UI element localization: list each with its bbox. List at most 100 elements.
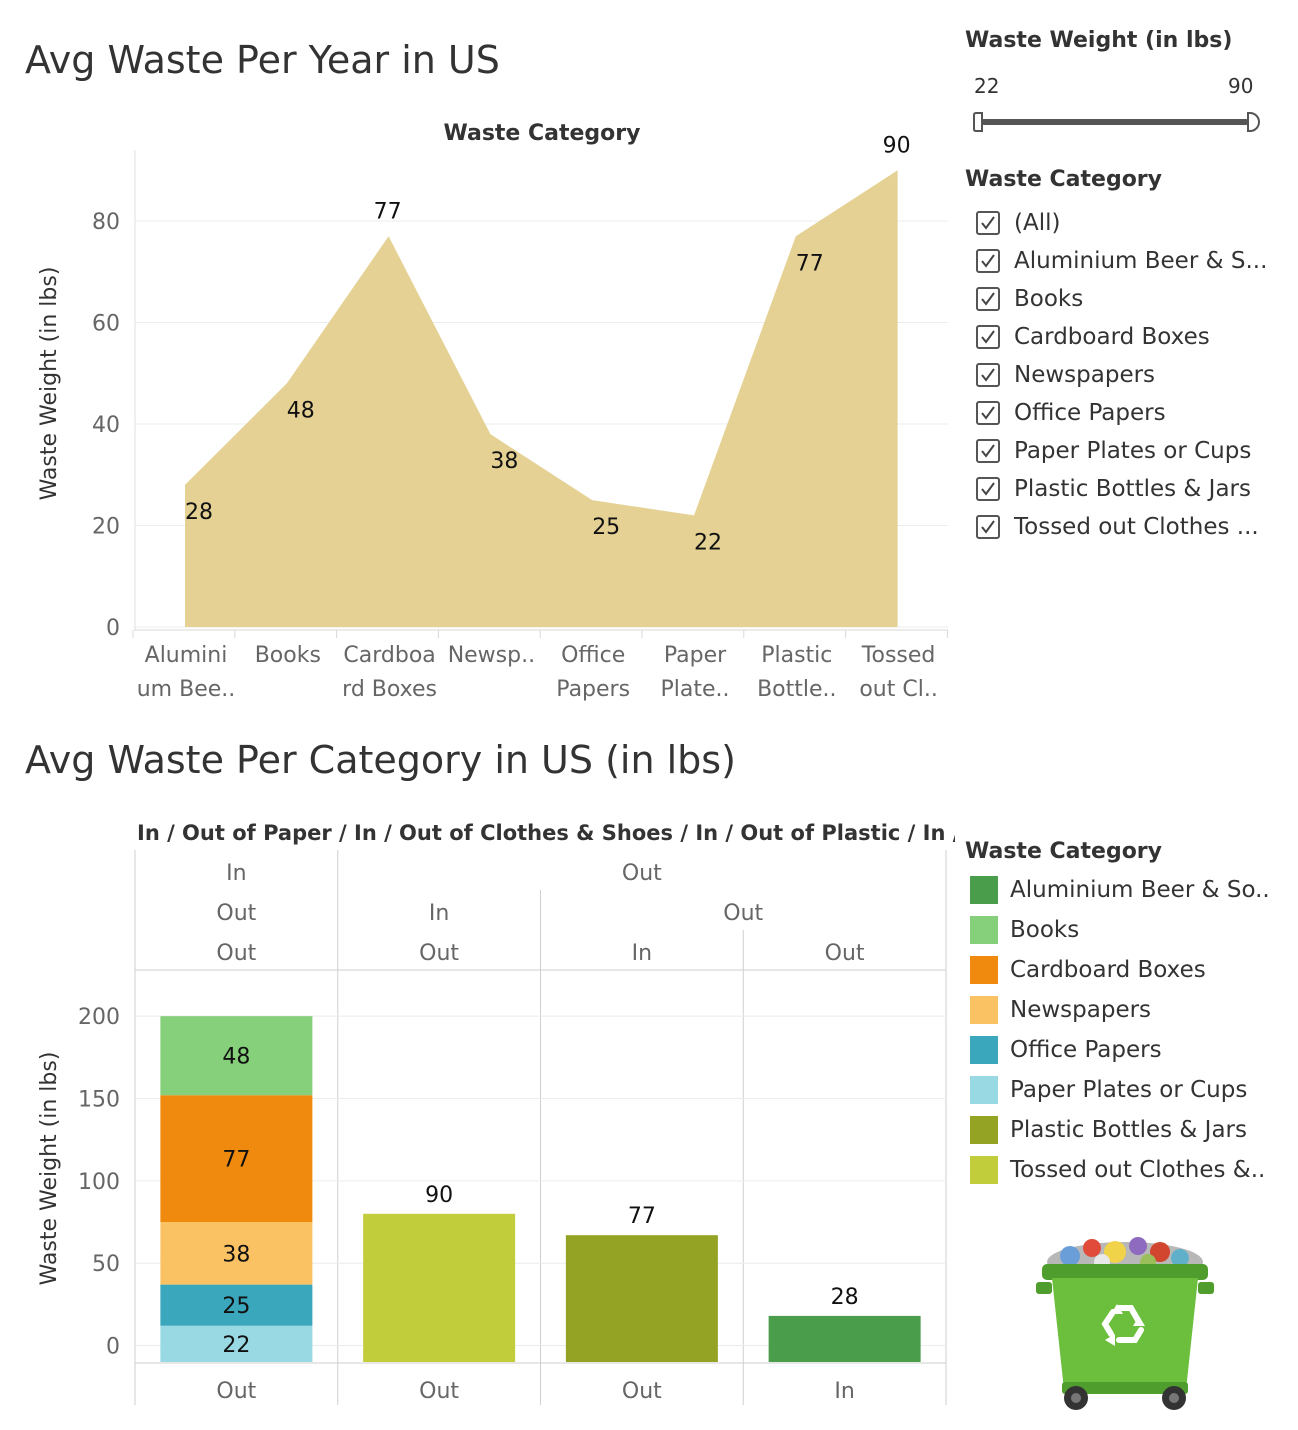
column-header-cell: In (226, 861, 246, 886)
column-header-cell: Out (622, 861, 662, 886)
data-label: 25 (222, 1294, 250, 1319)
chart-title: Waste Category (443, 121, 640, 146)
x-tick-label: Plate.. (660, 677, 729, 702)
checkbox[interactable] (976, 325, 1000, 349)
data-label: 38 (222, 1242, 250, 1267)
legend-item-office-papers[interactable]: Office Papers (970, 1033, 1162, 1067)
legend-label: Tossed out Clothes &.. (1010, 1157, 1266, 1183)
legend-label: Paper Plates or Cups (1010, 1077, 1248, 1103)
bar-segment-cardboard-boxes[interactable] (160, 1095, 313, 1223)
filter-item-plastic-bottles-jars[interactable]: Plastic Bottles & Jars (976, 473, 1251, 505)
checkbox[interactable] (976, 287, 1000, 311)
filter-item-label: Plastic Bottles & Jars (1014, 476, 1251, 502)
x-tick-label: rd Boxes (342, 677, 437, 702)
data-label: 22 (694, 530, 722, 555)
filter-item-tossed-out-clothes[interactable]: Tossed out Clothes ... (976, 511, 1259, 543)
legend-label: Cardboard Boxes (1010, 957, 1206, 983)
data-label: 22 (222, 1333, 250, 1358)
x-tick-label: Plastic (761, 643, 832, 668)
data-label: 48 (287, 398, 315, 423)
bar-segment-newspapers[interactable] (160, 1222, 313, 1285)
legend-label: Plastic Bottles & Jars (1010, 1117, 1247, 1143)
checkbox[interactable] (976, 477, 1000, 501)
stacked-bar-chart: In / Out of Paper / In / Out of Clothes … (37, 821, 955, 1405)
filter-item-books[interactable]: Books (976, 283, 1083, 315)
data-label: 77 (628, 1204, 656, 1229)
weight-range-slider[interactable] (972, 110, 1260, 136)
slider-title: Waste Weight (in lbs) (965, 28, 1233, 53)
y-axis-label: Waste Weight (in lbs) (37, 267, 62, 501)
data-label: 48 (222, 1045, 250, 1070)
check-icon (981, 520, 995, 534)
slider-max-label: 90 (1228, 74, 1254, 98)
y-tick-label: 20 (92, 515, 120, 540)
y-axis-label: Waste Weight (in lbs) (37, 1052, 62, 1286)
y-tick-label: 100 (78, 1170, 120, 1195)
legend-item-plastic-bottles-jars[interactable]: Plastic Bottles & Jars (970, 1113, 1247, 1147)
legend-swatch (970, 916, 998, 944)
dashboard-title-top: Avg Waste Per Year in US (25, 38, 500, 82)
legend-item-paper-plates-or-cups[interactable]: Paper Plates or Cups (970, 1073, 1247, 1107)
filter-item-aluminium-beer-s[interactable]: Aluminium Beer & S... (976, 245, 1267, 277)
filter-item-office-papers[interactable]: Office Papers (976, 397, 1166, 429)
legend-swatch (970, 1076, 998, 1104)
filter-item-label: (All) (1014, 210, 1061, 236)
bar-segment-office-papers[interactable] (160, 1284, 313, 1326)
check-icon (981, 254, 995, 268)
y-tick-label: 0 (106, 616, 120, 641)
legend-swatch (970, 1036, 998, 1064)
check-icon (981, 482, 995, 496)
legend-swatch (970, 996, 998, 1024)
data-label: 25 (592, 515, 620, 540)
bar-segment-tossed-out-clothes[interactable] (363, 1213, 516, 1362)
x-tick-label: Out (419, 1379, 459, 1404)
legend-item-tossed-out-clothes[interactable]: Tossed out Clothes &.. (970, 1153, 1265, 1187)
filter-item-cardboard-boxes[interactable]: Cardboard Boxes (976, 321, 1210, 353)
bar-segment-aluminium-beer-so[interactable] (768, 1315, 921, 1362)
bar-segment-paper-plates-or-cups[interactable] (160, 1325, 313, 1362)
area-chart: Waste Category 0 20 40 60 80 Waste Weight (in … (37, 121, 948, 702)
legend-label: Newspapers (1010, 997, 1152, 1023)
checkbox[interactable] (976, 401, 1000, 425)
check-icon (981, 216, 995, 230)
legend-swatch (970, 956, 998, 984)
x-tick-label: Paper (664, 643, 727, 668)
filter-item-newspapers[interactable]: Newspapers (976, 359, 1155, 391)
filter-item-all[interactable]: (All) (976, 207, 1060, 239)
checkbox[interactable] (976, 363, 1000, 387)
column-header-cell: Out (216, 901, 256, 926)
column-header-cell: Out (216, 941, 256, 966)
x-tick-label: Bottle.. (757, 677, 836, 702)
slider-min-handle[interactable] (973, 112, 983, 132)
column-header-cell: Out (723, 901, 763, 926)
x-tick-label: Office (561, 643, 625, 668)
legend-item-books[interactable]: Books (970, 913, 1079, 947)
filter-item-label: Tossed out Clothes ... (1014, 514, 1259, 540)
bar-segment-books[interactable] (160, 1016, 313, 1096)
checkbox[interactable] (976, 439, 1000, 463)
checkbox[interactable] (976, 515, 1000, 539)
y-tick-label: 50 (92, 1252, 120, 1277)
legend-item-newspapers[interactable]: Newspapers (970, 993, 1151, 1027)
filter-item-paper-plates-or-cups[interactable]: Paper Plates or Cups (976, 435, 1251, 467)
legend-swatch (970, 876, 998, 904)
checkbox[interactable] (976, 249, 1000, 273)
checkbox[interactable] (976, 211, 1000, 235)
column-header-cell: Out (419, 941, 459, 966)
filter-item-label: Aluminium Beer & S... (1014, 248, 1268, 274)
check-icon (981, 406, 995, 420)
slider-min-label: 22 (974, 74, 1000, 98)
bar-segment-plastic-bottles-jars[interactable] (565, 1235, 718, 1362)
legend-item-aluminium-beer-so[interactable]: Aluminium Beer & So.. (970, 873, 1270, 907)
legend-item-cardboard-boxes[interactable]: Cardboard Boxes (970, 953, 1206, 987)
x-tick-label: Papers (556, 677, 630, 702)
filter-item-label: Office Papers (1014, 400, 1166, 426)
column-header-cell: In (429, 901, 449, 926)
y-tick-label: 40 (92, 413, 120, 438)
data-label: 90 (883, 133, 911, 158)
y-tick-label: 150 (78, 1088, 120, 1113)
slider-max-handle[interactable] (1247, 112, 1260, 132)
area-series[interactable] (185, 170, 898, 628)
legend-swatch (970, 1156, 998, 1184)
y-tick-label: 0 (106, 1335, 120, 1360)
